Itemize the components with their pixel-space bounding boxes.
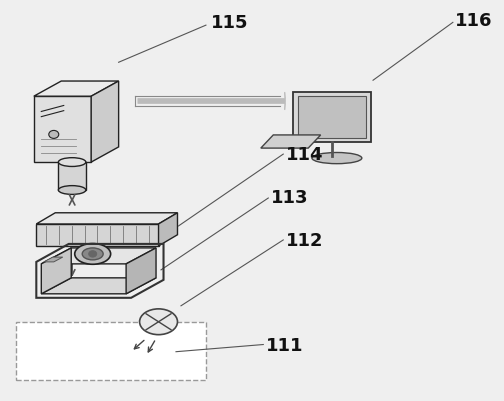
Circle shape bbox=[89, 251, 97, 257]
Polygon shape bbox=[41, 278, 156, 294]
Polygon shape bbox=[41, 248, 156, 264]
Polygon shape bbox=[159, 213, 177, 246]
Text: 115: 115 bbox=[211, 14, 248, 32]
Text: 116: 116 bbox=[456, 12, 493, 30]
Text: 113: 113 bbox=[271, 188, 308, 206]
Ellipse shape bbox=[82, 248, 103, 260]
Polygon shape bbox=[36, 225, 159, 246]
Ellipse shape bbox=[58, 186, 86, 195]
Ellipse shape bbox=[75, 244, 111, 265]
FancyBboxPatch shape bbox=[298, 97, 365, 139]
FancyBboxPatch shape bbox=[293, 93, 370, 143]
Polygon shape bbox=[44, 257, 63, 262]
FancyBboxPatch shape bbox=[58, 163, 86, 190]
Ellipse shape bbox=[140, 309, 177, 335]
Polygon shape bbox=[34, 97, 91, 163]
FancyBboxPatch shape bbox=[16, 322, 206, 380]
Text: 114: 114 bbox=[286, 146, 323, 164]
Text: 111: 111 bbox=[266, 336, 303, 354]
Polygon shape bbox=[91, 82, 118, 163]
Polygon shape bbox=[261, 136, 321, 149]
Polygon shape bbox=[34, 82, 118, 97]
Text: 112: 112 bbox=[286, 231, 323, 249]
Polygon shape bbox=[126, 248, 156, 294]
Circle shape bbox=[49, 131, 59, 139]
Polygon shape bbox=[36, 213, 177, 225]
Polygon shape bbox=[41, 248, 71, 294]
Ellipse shape bbox=[312, 153, 362, 164]
Ellipse shape bbox=[58, 158, 86, 167]
